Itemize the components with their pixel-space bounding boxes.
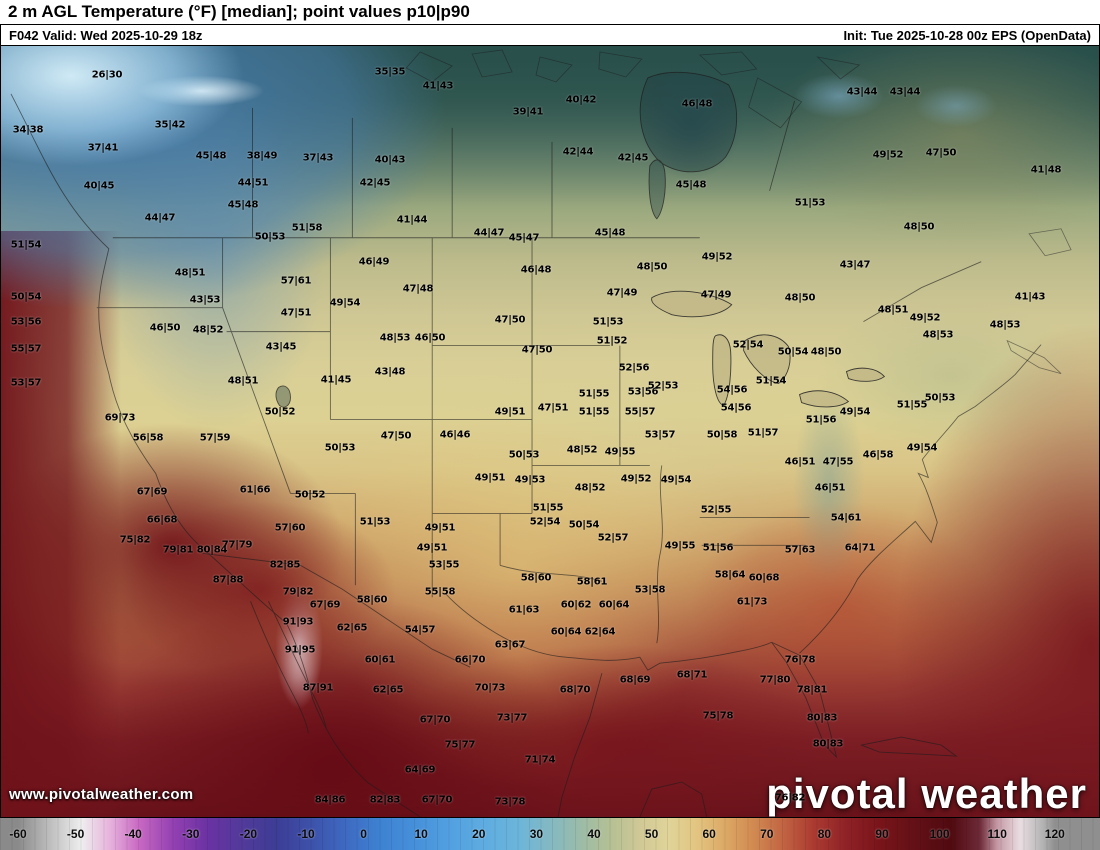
gulf-coastline — [444, 592, 772, 671]
maritimes-outline — [1006, 228, 1072, 374]
lake-ontario — [845, 367, 886, 382]
init-time-label: Init: Tue 2025-10-28 00z EPS (OpenData) — [843, 27, 1091, 43]
colorbar-tick-label: 80 — [817, 827, 832, 841]
colorbar-tick-label: 20 — [472, 827, 486, 841]
colorbar-tick-label: 70 — [760, 827, 774, 841]
colorbar-tick-label: 0 — [360, 827, 367, 841]
lake-michigan — [712, 334, 732, 407]
us-mexico-border — [202, 552, 471, 668]
temperature-map: www.pivotalweather.com pivotal weather — [1, 46, 1099, 817]
colorbar-gradient — [0, 818, 1100, 850]
colorbar-tick-label: -50 — [66, 827, 85, 841]
colorbar-band-lines — [0, 818, 1100, 850]
colorbar-tick-label: -60 — [9, 827, 27, 841]
lake-superior — [651, 290, 733, 318]
hudson-bay — [639, 71, 738, 173]
info-bar: F042 Valid: Wed 2025-10-29 18z Init: Tue… — [1, 25, 1099, 46]
colorbar-tick-label: 110 — [987, 827, 1007, 841]
st-lawrence-river — [863, 261, 982, 323]
arctic-islands — [405, 49, 861, 129]
colorbar-tick-label: 10 — [414, 827, 428, 841]
cuba-outline — [859, 736, 958, 757]
atlantic-coastline — [799, 344, 1042, 654]
colorbar-tick-label: -20 — [239, 827, 258, 841]
province-borders — [252, 100, 795, 238]
watermark-brand: pivotal weather — [766, 770, 1087, 817]
mexico-east-coast — [557, 673, 603, 817]
colorbar: -60 -50 -40 -30 -20 -10 0 10 20 30 40 50 60 70 80 90 100… — [0, 817, 1100, 850]
baja-outline — [250, 601, 327, 734]
colorbar-tick-label: 120 — [1044, 827, 1065, 841]
colorbar-tick-label: 30 — [529, 827, 544, 841]
map-frame: F042 Valid: Wed 2025-10-29 18z Init: Tue… — [0, 24, 1100, 818]
yucatan-outline — [639, 781, 708, 817]
colorbar-tick-label: 100 — [929, 827, 950, 841]
colorbar-tick-label: 40 — [587, 827, 601, 841]
colorbar-tick-label: 50 — [644, 827, 659, 841]
pacific-coastline — [10, 93, 421, 817]
lake-huron — [743, 334, 791, 385]
valid-time-label: F042 Valid: Wed 2025-10-29 18z — [9, 27, 203, 43]
map-title: 2 m AGL Temperature (°F) [median]; point… — [0, 0, 1100, 24]
watermark-url: www.pivotalweather.com — [9, 786, 194, 803]
colorbar-tick-label: 60 — [702, 827, 716, 841]
colorbar-tick-label: -30 — [182, 827, 200, 841]
colorbar-tick-label: -10 — [297, 827, 315, 841]
lake-erie — [799, 390, 850, 408]
map-borders-svg — [10, 49, 1072, 817]
florida-outline — [771, 641, 838, 759]
colorbar-tick-label: -40 — [124, 827, 142, 841]
state-borders — [96, 237, 810, 644]
great-salt-lake — [275, 385, 291, 408]
lake-winnipeg — [648, 159, 666, 220]
colorbar-tick-label: 90 — [875, 827, 889, 841]
